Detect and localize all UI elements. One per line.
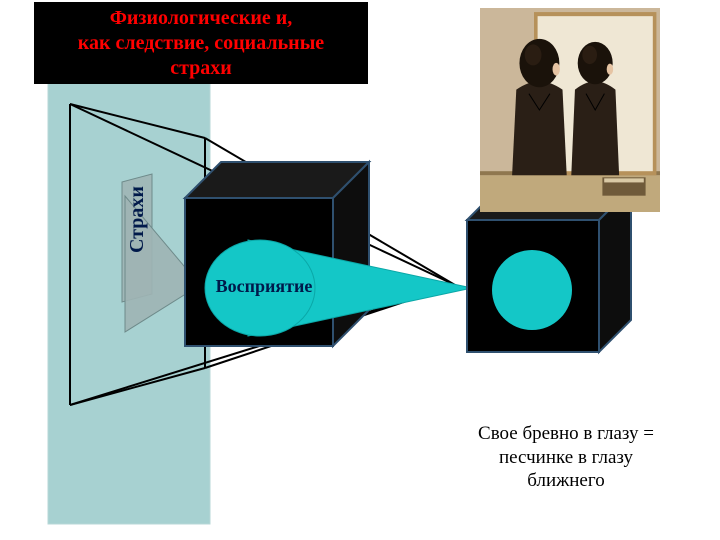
caption-text: Свое бревно в глазу = песчинке в глазу б…: [478, 423, 654, 492]
fears-vertical-label: Страхи: [126, 160, 156, 280]
painting-svg: [480, 8, 660, 212]
title-banner: Физиологические и, как следствие, социал…: [34, 2, 368, 84]
magritte-painting: [480, 8, 660, 212]
diagram-canvas: Физиологические и, как следствие, социал…: [0, 0, 720, 540]
title-text: Физиологические и, как следствие, социал…: [78, 6, 324, 81]
caption: Свое бревно в глазу = песчинке в глазу б…: [438, 398, 694, 493]
perception-label: Восприятие: [200, 276, 328, 297]
perception-text: Восприятие: [216, 276, 313, 296]
fears-label-text: Страхи: [126, 187, 148, 254]
